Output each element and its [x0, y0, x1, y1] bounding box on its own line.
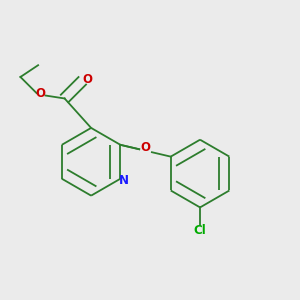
Text: N: N	[119, 174, 129, 187]
Text: O: O	[35, 87, 45, 100]
Text: Cl: Cl	[194, 224, 206, 238]
Text: O: O	[141, 141, 151, 154]
Text: O: O	[82, 73, 93, 86]
